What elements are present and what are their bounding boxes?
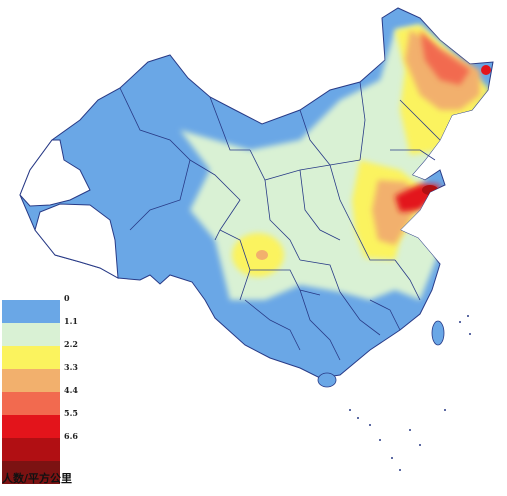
sichuan-orange [256,250,268,260]
province-borders [119,81,441,361]
legend-swatch [2,346,60,369]
legend-item: 1.1 [2,316,122,346]
legend-label: 3.3 [64,362,78,372]
legend-item: 2.2 [2,339,122,369]
legend-item: 4.4 [2,385,122,415]
legend-item: 6.6 [2,431,122,461]
shandong-dark [422,185,438,195]
white-west-north [19,139,91,207]
legend-unit-label: 人数/平方公里 [2,472,73,485]
legend-swatch [2,323,60,346]
legend-item: 0 [2,293,122,323]
legend-label: 0 [64,293,70,303]
legend-item [2,461,122,484]
legend-label: 5.5 [64,408,78,418]
density-legend: 0 1.1 2.2 3.3 4.4 5.5 6.6 [2,293,122,484]
legend-swatch [2,300,60,323]
northeast-red-orange [420,30,470,85]
legend-label: 2.2 [64,339,78,349]
legend-swatch [2,438,60,461]
legend-label: 4.4 [64,385,78,395]
taiwan-island [431,320,445,346]
white-west-south [34,203,119,279]
legend-swatch [2,415,60,438]
density-overlay [180,25,491,300]
northeast-dark [481,65,491,75]
legend-label: 1.1 [64,316,78,326]
hainan-island [317,372,337,388]
legend-swatch [2,392,60,415]
legend-label: 6.6 [64,431,78,441]
legend-swatch [2,461,60,484]
south-sea-islands [349,315,471,471]
legend-swatch [2,369,60,392]
legend-item: 3.3 [2,362,122,392]
legend-item: 5.5 [2,408,122,438]
